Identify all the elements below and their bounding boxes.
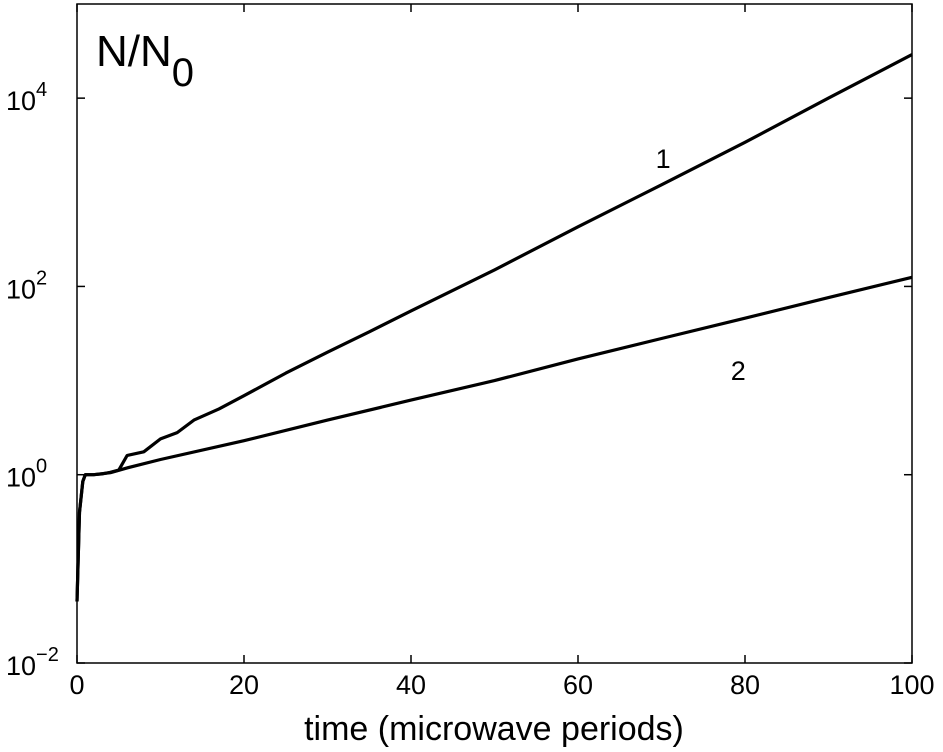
y-tick-label-exponent: 2: [36, 267, 47, 289]
y-tick-label-exponent: 0: [36, 456, 47, 478]
y-axis-title: N/N0: [96, 27, 194, 95]
y-tick-label-exponent: −2: [36, 644, 59, 666]
y-axis-title-main: N/N: [96, 27, 172, 76]
y-tick-label: 104: [6, 79, 47, 116]
series-label-2: 2: [731, 356, 746, 386]
x-axis-label: time (microwave periods): [304, 710, 684, 748]
y-tick-label-base: 10: [6, 463, 36, 493]
y-tick-label: 102: [6, 267, 47, 304]
annotations: 12: [656, 144, 746, 386]
x-tick-label: 100: [889, 670, 934, 700]
series-1-line: [75, 53, 913, 602]
y-tick-label-base: 10: [6, 651, 36, 681]
plot-lines: [75, 53, 913, 602]
plot-frame: [76, 3, 913, 664]
x-tick-label: 40: [396, 670, 426, 700]
y-tick-label: 100: [6, 456, 47, 493]
x-tick-label: 0: [69, 670, 84, 700]
y-axis-title-subscript: 0: [172, 51, 194, 95]
y-tick-label-base: 10: [6, 86, 36, 116]
y-tick-label-exponent: 4: [36, 79, 47, 101]
series-2-line: [75, 275, 913, 602]
y-tick-label: 10−2: [6, 644, 59, 681]
x-tick-label: 20: [229, 670, 259, 700]
x-tick-label: 60: [563, 670, 593, 700]
series-label-1: 1: [656, 144, 671, 174]
x-tick-label: 80: [730, 670, 760, 700]
y-tick-label-base: 10: [6, 274, 36, 304]
axes: [76, 3, 913, 664]
